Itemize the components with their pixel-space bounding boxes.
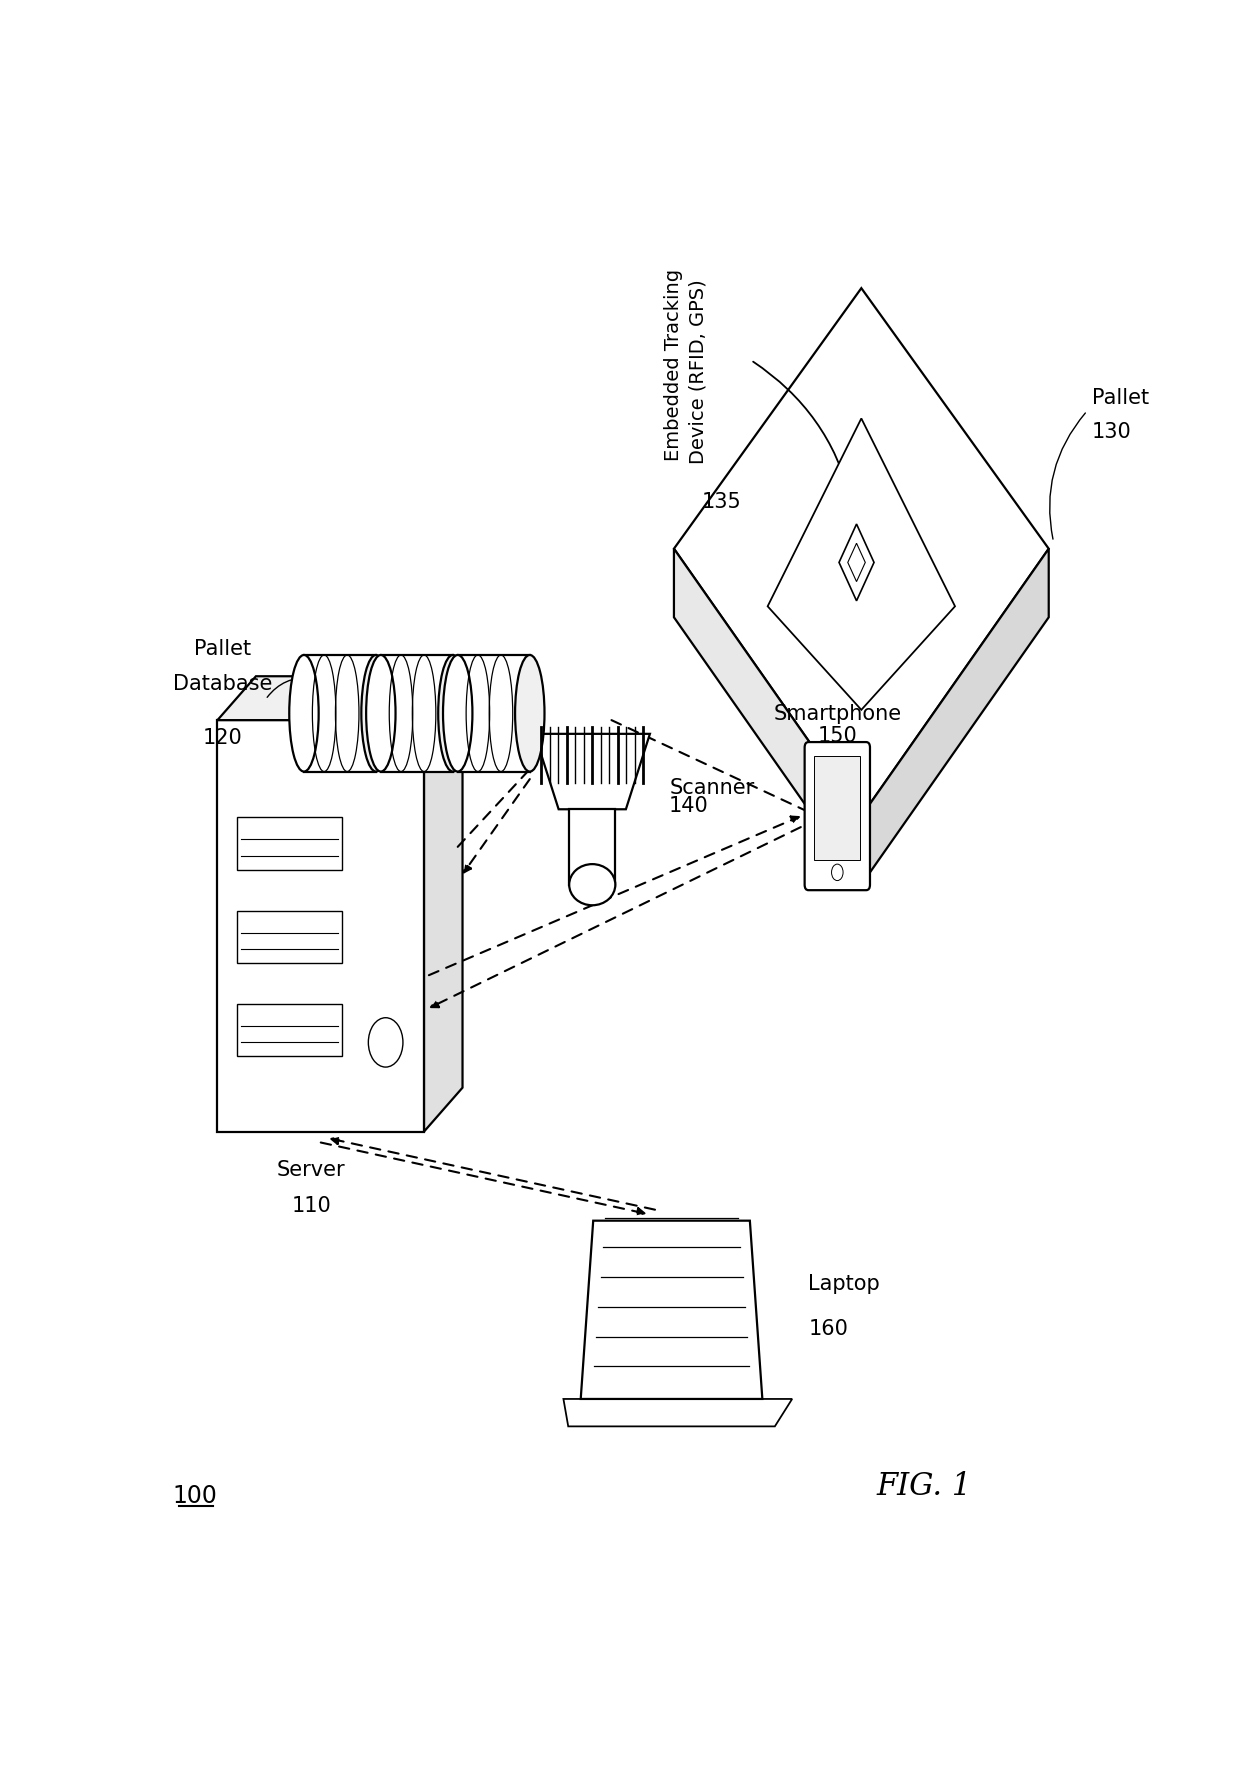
Ellipse shape	[361, 655, 391, 773]
Ellipse shape	[515, 655, 544, 773]
Polygon shape	[768, 420, 955, 710]
Polygon shape	[815, 756, 861, 860]
Text: 120: 120	[202, 728, 242, 748]
Polygon shape	[237, 819, 342, 870]
Polygon shape	[237, 911, 342, 963]
Polygon shape	[839, 525, 874, 602]
Text: Device (RFID, GPS): Device (RFID, GPS)	[688, 279, 708, 463]
Polygon shape	[675, 288, 1049, 817]
Polygon shape	[848, 545, 866, 582]
Polygon shape	[217, 676, 463, 721]
Polygon shape	[563, 1399, 792, 1426]
Ellipse shape	[366, 655, 396, 773]
Ellipse shape	[289, 655, 319, 773]
Text: Embedded Tracking: Embedded Tracking	[665, 269, 683, 461]
Text: Pallet: Pallet	[1092, 388, 1149, 408]
Text: Smartphone: Smartphone	[774, 703, 901, 723]
FancyBboxPatch shape	[805, 742, 870, 890]
Text: 100: 100	[172, 1483, 218, 1508]
Ellipse shape	[569, 865, 615, 906]
Text: 130: 130	[1092, 422, 1132, 441]
Circle shape	[368, 1018, 403, 1068]
Ellipse shape	[443, 655, 472, 773]
Circle shape	[832, 865, 843, 881]
Polygon shape	[580, 1221, 763, 1399]
Polygon shape	[862, 550, 1049, 885]
Polygon shape	[458, 655, 529, 773]
Polygon shape	[304, 655, 376, 773]
Ellipse shape	[438, 655, 467, 773]
Polygon shape	[675, 550, 862, 885]
Text: 135: 135	[702, 491, 742, 511]
Text: 160: 160	[808, 1317, 848, 1339]
Polygon shape	[217, 721, 424, 1132]
Text: Database: Database	[172, 673, 272, 694]
Text: 150: 150	[817, 726, 857, 746]
Text: Pallet: Pallet	[193, 639, 250, 659]
Polygon shape	[424, 676, 463, 1132]
Text: 110: 110	[291, 1194, 331, 1216]
Polygon shape	[569, 810, 615, 885]
Text: FIG. 1: FIG. 1	[877, 1470, 971, 1501]
Text: Scanner: Scanner	[670, 778, 754, 797]
Polygon shape	[534, 735, 650, 810]
Polygon shape	[237, 1004, 342, 1057]
Text: 140: 140	[670, 796, 709, 815]
Polygon shape	[381, 655, 453, 773]
Text: Server: Server	[277, 1159, 346, 1180]
Text: Laptop: Laptop	[808, 1273, 880, 1294]
